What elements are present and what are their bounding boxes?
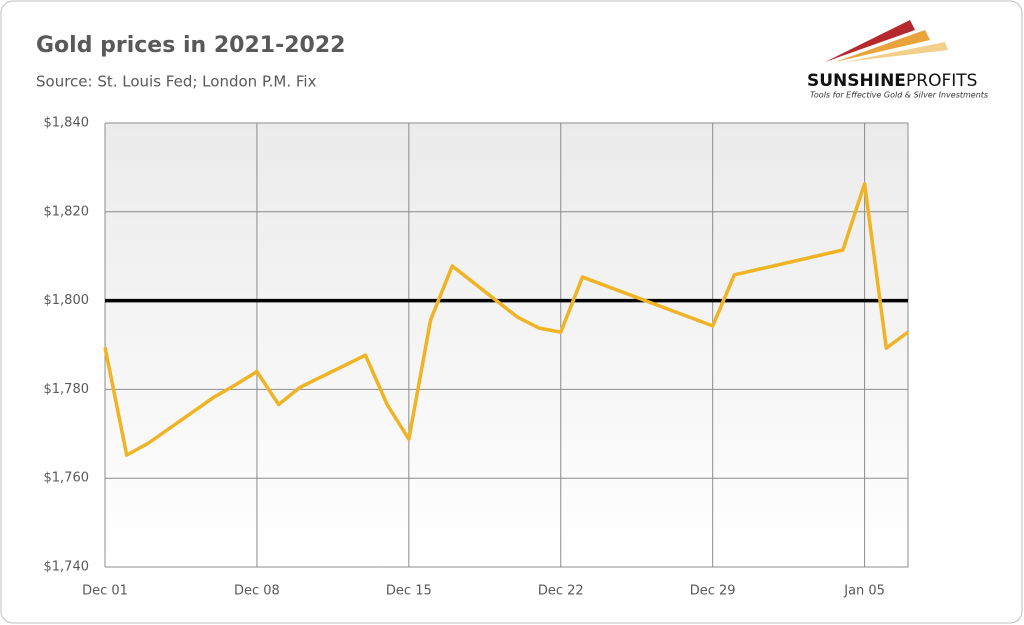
x-tick-label: Dec 29 [690,584,736,599]
x-tick-label: Dec 08 [234,584,280,599]
plot-area [105,123,908,567]
logo-ray [845,42,948,62]
y-tick-label: $1,760 [44,471,90,486]
logo-ray [825,20,915,62]
y-tick-label: $1,840 [44,116,90,131]
x-tick-label: Dec 22 [538,584,584,599]
x-tick-label: Dec 01 [82,584,128,599]
logo: SUNSHINE PROFITS Tools for Effective Gol… [807,20,988,100]
x-tick-label: Dec 15 [386,584,432,599]
y-tick-label: $1,820 [44,204,90,219]
logo-tagline: Tools for Effective Gold & Silver Invest… [810,91,988,100]
logo-name: SUNSHINE [807,71,906,91]
chart-subtitle: Source: St. Louis Fed; London P.M. Fix [36,73,317,91]
price-line [103,182,910,457]
logo-name: PROFITS [906,71,977,91]
y-tick-label: $1,740 [44,560,90,575]
x-tick-label: Jan 05 [843,584,885,599]
y-tick-label: $1,800 [44,293,90,308]
chart-title: Gold prices in 2021-2022 [36,33,345,58]
logo-ray [835,30,930,62]
y-tick-label: $1,780 [44,382,90,397]
